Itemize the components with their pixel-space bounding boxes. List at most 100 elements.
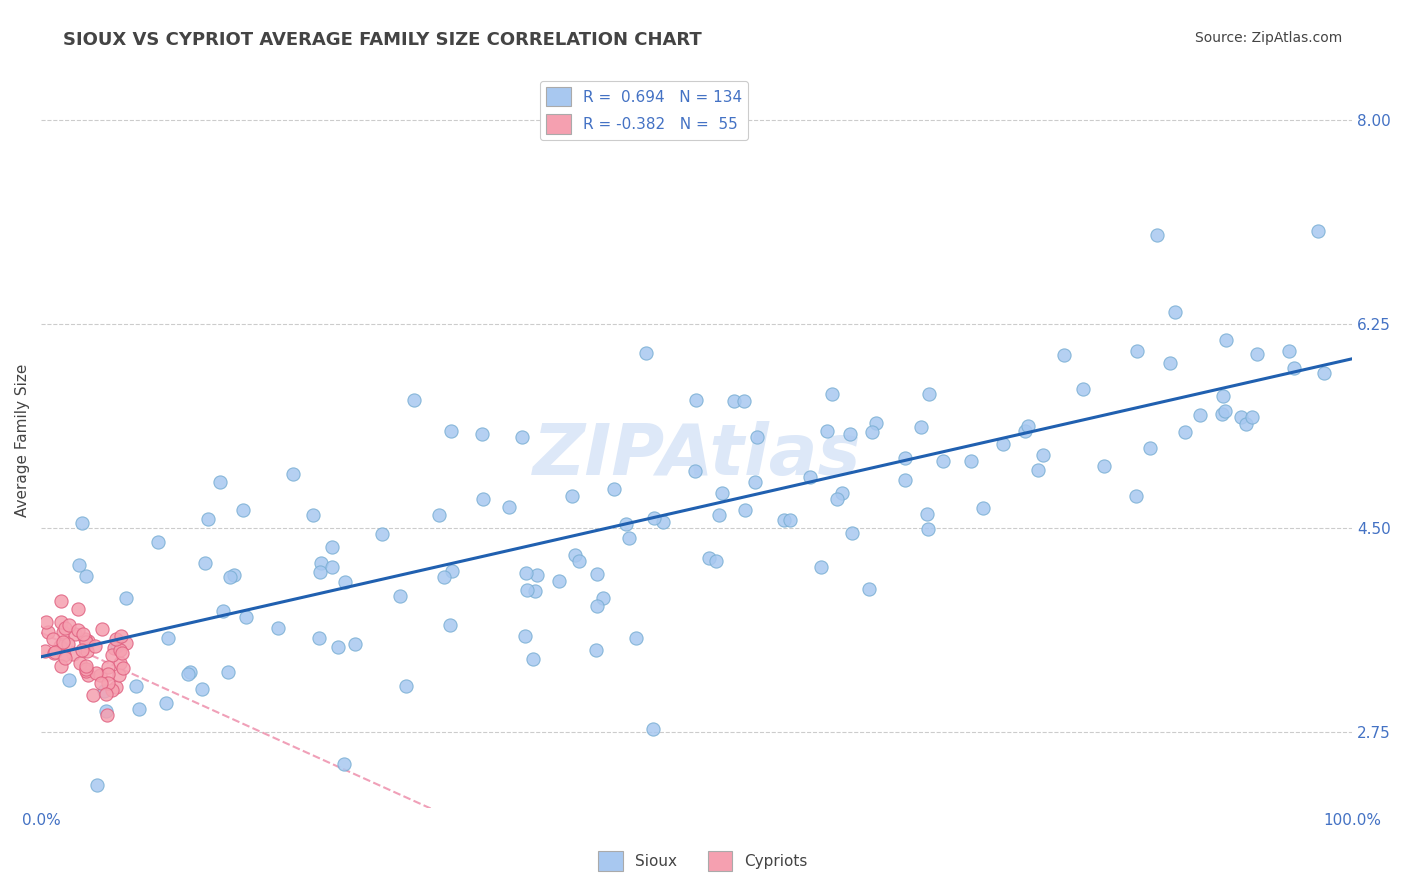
Point [1139, 441, 1161, 455]
Point [75, 659, 97, 673]
Point [235, 610, 257, 624]
Legend: Sioux, Cypriots: Sioux, Cypriots [592, 846, 814, 877]
Point [526, 568, 548, 582]
Point [91, 622, 114, 636]
Point [1278, 344, 1301, 359]
Point [1092, 459, 1115, 474]
Point [932, 454, 955, 468]
Point [108, 668, 131, 682]
Point [711, 485, 734, 500]
Point [1125, 489, 1147, 503]
Point [42, 646, 65, 660]
Point [49, 639, 72, 653]
Point [52, 625, 75, 640]
Point [865, 416, 887, 430]
Point [70, 643, 93, 657]
Point [1159, 356, 1181, 370]
Point [63, 627, 86, 641]
Point [592, 591, 614, 605]
Point [69, 657, 91, 671]
Point [197, 511, 219, 525]
Point [44, 645, 66, 659]
Point [115, 636, 138, 650]
Point [333, 756, 356, 771]
Point [799, 469, 821, 483]
Point [112, 661, 135, 675]
Point [564, 548, 586, 562]
Point [34, 643, 56, 657]
Point [115, 591, 138, 605]
Point [86, 665, 108, 680]
Point [1164, 305, 1187, 319]
Point [333, 575, 356, 590]
Point [224, 568, 246, 582]
Point [915, 507, 938, 521]
Point [108, 642, 131, 657]
Point [105, 632, 128, 647]
Point [84, 639, 107, 653]
Point [97, 660, 120, 674]
Point [125, 679, 148, 693]
Point [1174, 425, 1197, 440]
Point [734, 503, 756, 517]
Point [513, 629, 536, 643]
Point [156, 631, 179, 645]
Point [779, 513, 801, 527]
Point [471, 491, 494, 506]
Point [1017, 418, 1039, 433]
Point [72, 627, 94, 641]
Point [97, 676, 120, 690]
Point [772, 513, 794, 527]
Point [308, 631, 330, 645]
Point [821, 387, 844, 401]
Point [75, 662, 97, 676]
Point [75, 635, 97, 649]
Point [73, 632, 96, 646]
Point [209, 475, 232, 489]
Point [439, 618, 461, 632]
Point [96, 707, 118, 722]
Point [75, 568, 97, 582]
Point [860, 425, 883, 440]
Point [62, 647, 84, 661]
Point [523, 583, 546, 598]
Point [281, 467, 304, 482]
Point [706, 554, 728, 568]
Point [309, 565, 332, 579]
Point [103, 641, 125, 656]
Point [388, 589, 411, 603]
Point [128, 702, 150, 716]
Point [1234, 417, 1257, 431]
Point [37, 624, 59, 639]
Point [586, 567, 609, 582]
Point [321, 560, 343, 574]
Point [744, 475, 766, 489]
Point [858, 582, 880, 596]
Point [58, 673, 80, 687]
Point [1313, 366, 1336, 380]
Point [93, 684, 115, 698]
Point [179, 665, 201, 679]
Point [1240, 410, 1263, 425]
Point [56, 637, 79, 651]
Point [49, 615, 72, 629]
Point [1212, 389, 1234, 403]
Point [522, 652, 544, 666]
Point [96, 688, 118, 702]
Point [1282, 361, 1305, 376]
Point [972, 501, 994, 516]
Point [51, 594, 73, 608]
Point [910, 420, 932, 434]
Point [841, 526, 863, 541]
Point [53, 651, 76, 665]
Point [1146, 228, 1168, 243]
Point [67, 558, 90, 573]
Point [991, 437, 1014, 451]
Point [1211, 407, 1233, 421]
Point [723, 393, 745, 408]
Text: Source: ZipAtlas.com: Source: ZipAtlas.com [1195, 31, 1343, 45]
Point [108, 656, 131, 670]
Point [617, 531, 640, 545]
Point [614, 516, 637, 531]
Legend: R =  0.694   N = 134, R = -0.382   N =  55: R = 0.694 N = 134, R = -0.382 N = 55 [540, 80, 748, 140]
